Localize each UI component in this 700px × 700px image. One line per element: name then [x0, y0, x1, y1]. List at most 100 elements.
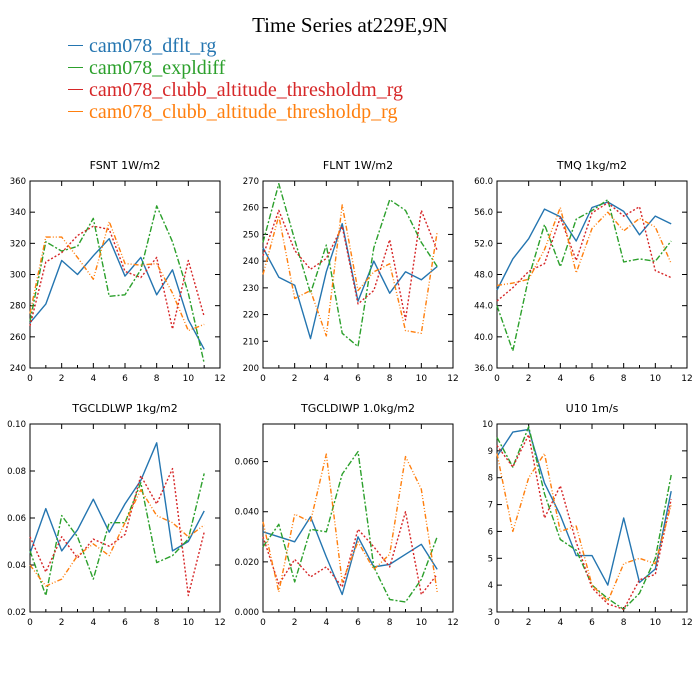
series-line-cam078_expldiff: [29, 473, 205, 597]
y-tick-label: 300: [10, 271, 26, 281]
y-tick-label: 280: [10, 302, 26, 312]
series-line-cam078_expldiff: [29, 205, 205, 364]
y-tick-label: 40.0: [474, 333, 493, 343]
x-tick-label: 2: [59, 374, 65, 384]
legend-item-thresholdm: cam078_clubb_altitude_thresholdm_rg: [68, 79, 403, 101]
series-line-cam078_clubb_altitude_thresholdm_rg: [29, 467, 205, 597]
x-tick-label: 4: [557, 618, 563, 628]
x-tick-label: 6: [122, 374, 128, 384]
legend-swatch: [68, 110, 83, 112]
series-line-cam078_dflt_rg: [29, 442, 205, 554]
x-tick-label: 6: [122, 618, 128, 628]
chart-title: TGCLDIWP 1.0kg/m2: [300, 402, 415, 415]
series-line-cam078_clubb_altitude_thresholdm_rg: [29, 225, 205, 330]
chart-panel-4: TGCLDIWP 1.0kg/m2 0 2 4 6 8 10 12 0.000 0.020 0.04…: [235, 402, 459, 628]
series-line-cam078_dflt_rg: [29, 237, 205, 350]
x-tick-label: 6: [589, 618, 595, 628]
legend-label: cam078_clubb_altitude_thresholdm_rg: [89, 79, 404, 101]
legend: cam078_dflt_rg cam078_expldiff cam078_cl…: [68, 35, 403, 123]
x-tick-label: 4: [90, 618, 96, 628]
y-tick-label: 260: [10, 333, 26, 343]
x-tick-label: 8: [621, 618, 627, 628]
y-tick-label: 250: [243, 230, 259, 240]
x-tick-label: 12: [681, 618, 692, 628]
x-tick-label: 0: [494, 374, 500, 384]
y-tick-label: 0.02: [7, 608, 26, 618]
series-line-cam078_clubb_altitude_thresholdm_rg: [496, 202, 672, 302]
y-tick-label: 5: [488, 554, 493, 564]
x-tick-label: 4: [557, 374, 563, 384]
y-tick-label: 0.060: [235, 458, 259, 468]
x-tick-label: 0: [260, 618, 266, 628]
y-tick-label: 270: [243, 177, 259, 187]
x-tick-label: 12: [681, 374, 692, 384]
chart-panel-1: FLNT 1W/m2 0 2 4 6 8 10 12 200 210 220 230 240 250 260…: [243, 159, 459, 384]
chart-title: FSNT 1W/m2: [90, 159, 161, 172]
x-tick-label: 12: [214, 374, 225, 384]
x-tick-label: 0: [27, 618, 33, 628]
series-line-cam078_clubb_altitude_thresholdp_rg: [29, 220, 205, 332]
x-tick-label: 12: [447, 374, 458, 384]
y-tick-label: 320: [10, 239, 26, 249]
chart-title: FLNT 1W/m2: [323, 159, 393, 172]
y-tick-label: 9: [488, 447, 493, 457]
series-line-cam078_clubb_altitude_thresholdm_rg: [262, 511, 438, 596]
series-line-cam078_clubb_altitude_thresholdm_rg: [496, 434, 672, 610]
y-tick-label: 240: [10, 364, 26, 374]
legend-label: cam078_expldiff: [89, 57, 226, 79]
y-tick-label: 260: [243, 204, 259, 214]
y-tick-label: 200: [243, 364, 259, 374]
chart-panel-3: TGCLDLWP 1kg/m2 0 2 4 6 8 10 12 0.02 0.04 0.06 0.08…: [7, 402, 226, 628]
x-tick-label: 2: [292, 618, 298, 628]
x-tick-label: 4: [323, 618, 329, 628]
legend-swatch: [68, 88, 83, 90]
legend-item-expldiff: cam078_expldiff: [68, 57, 403, 79]
y-tick-label: 0.08: [7, 467, 26, 477]
series-line-cam078_clubb_altitude_thresholdp_rg: [496, 206, 672, 287]
x-tick-label: 12: [214, 618, 225, 628]
y-tick-label: 7: [488, 501, 493, 511]
x-tick-label: 0: [260, 374, 266, 384]
figure-title: Time Series at229E,9N: [252, 13, 448, 37]
y-tick-label: 6: [488, 527, 493, 537]
y-tick-label: 230: [243, 284, 259, 294]
series-line-cam078_expldiff: [496, 426, 672, 610]
plot-frame: [262, 180, 454, 369]
x-tick-label: 4: [90, 374, 96, 384]
y-tick-label: 56.0: [474, 208, 493, 218]
chart-title: TMQ 1kg/m2: [556, 159, 627, 172]
series-line-cam078_dflt_rg: [496, 201, 672, 291]
x-tick-label: 2: [59, 618, 65, 628]
series-line-cam078_clubb_altitude_thresholdp_rg: [29, 489, 205, 587]
x-tick-label: 12: [447, 618, 458, 628]
legend-swatch: [68, 66, 83, 68]
legend-label: cam078_dflt_rg: [89, 35, 217, 57]
y-tick-label: 0.000: [235, 608, 259, 618]
series-line-cam078_expldiff: [262, 182, 438, 348]
x-tick-label: 6: [355, 374, 361, 384]
series-line-cam078_dflt_rg: [496, 428, 672, 586]
x-tick-label: 0: [494, 618, 500, 628]
x-tick-label: 8: [387, 374, 393, 384]
series-line-cam078_clubb_altitude_thresholdp_rg: [496, 452, 672, 602]
y-tick-label: 210: [243, 337, 259, 347]
x-tick-label: 2: [292, 374, 298, 384]
y-tick-label: 0.040: [235, 508, 259, 518]
y-tick-label: 0.020: [235, 558, 259, 568]
x-tick-label: 10: [416, 374, 428, 384]
x-tick-label: 10: [183, 374, 195, 384]
legend-item-thresholdp: cam078_clubb_altitude_thresholdp_rg: [68, 101, 403, 123]
series-line-cam078_dflt_rg: [262, 516, 438, 596]
series-line-cam078_clubb_altitude_thresholdm_rg: [262, 209, 438, 321]
y-tick-label: 52.0: [474, 239, 493, 249]
x-tick-label: 6: [355, 618, 361, 628]
x-tick-label: 10: [650, 618, 662, 628]
x-tick-label: 8: [387, 618, 393, 628]
x-tick-label: 8: [154, 374, 160, 384]
legend-item-dflt: cam078_dflt_rg: [68, 35, 403, 57]
series-line-cam078_expldiff: [262, 450, 438, 603]
y-tick-label: 36.0: [474, 364, 493, 374]
chart-panel-5: U10 1m/s 0 2 4 6 8 10 12 3 4 5 6 7 8 9 10: [482, 402, 693, 628]
x-tick-label: 10: [183, 618, 195, 628]
y-tick-label: 4: [488, 581, 493, 591]
